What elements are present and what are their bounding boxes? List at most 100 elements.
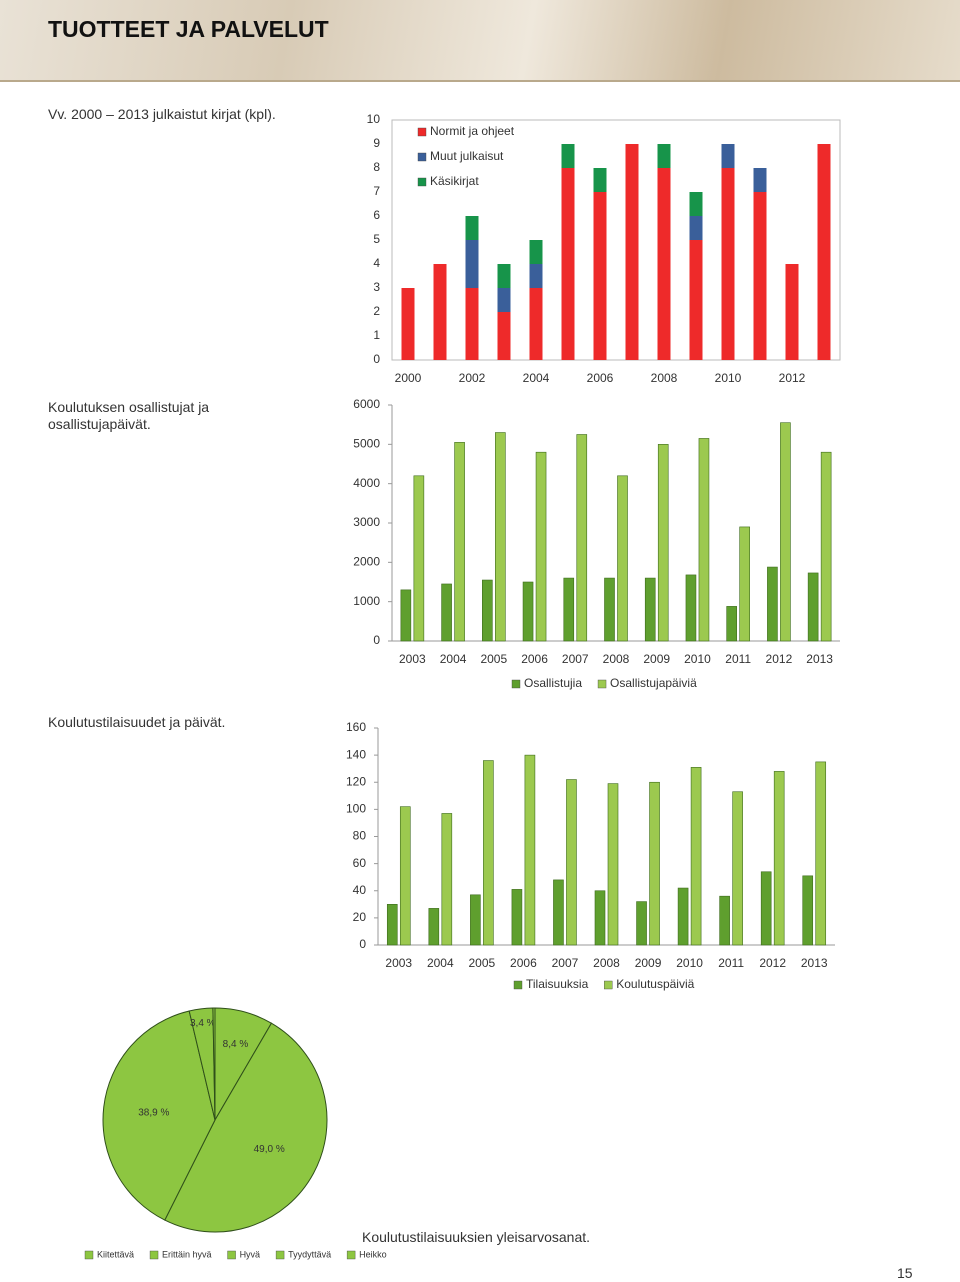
header-title: TUOTTEET JA PALVELUT [48,16,329,42]
bar [617,475,628,642]
x-tick-label: 2009 [635,956,662,970]
bar [636,901,647,946]
legend-swatch [417,152,427,162]
bar [677,887,689,946]
bar-segment [433,264,447,360]
bar [482,579,493,642]
legend-label: Erittäin hyvä [162,1249,212,1259]
y-tick-label: 40 [353,883,367,897]
bar [649,781,660,946]
y-tick-label: 160 [346,720,366,734]
y-tick-label: 2000 [353,555,380,569]
bar-segment [465,216,479,240]
y-tick-label: 0 [359,937,366,951]
bar-segment [497,312,511,360]
y-tick-label: 120 [346,774,366,788]
bar [386,904,398,946]
legend-label: Käsikirjat [430,174,479,188]
x-tick-label: 2010 [684,652,711,666]
data-label: 49,0 % [254,1144,285,1155]
bar [644,577,656,642]
legend-swatch [417,177,427,187]
y-tick-label: 2 [373,304,380,318]
legend-swatch [84,1250,94,1260]
bar-segment [753,192,767,360]
x-tick-label: 2012 [766,652,793,666]
bar [690,767,702,946]
bar [454,442,465,642]
bar-segment [689,216,703,240]
x-tick-label: 2005 [469,956,496,970]
bar-segment [465,240,479,288]
x-tick-label: 2005 [480,652,507,666]
bar-segment [785,264,799,360]
legend-swatch [511,679,521,689]
y-tick-label: 0 [373,352,380,366]
bar [732,791,743,946]
bar [470,894,481,946]
x-tick-label: 2003 [399,652,426,666]
x-tick-label: 2007 [562,652,589,666]
page-number: 15 [897,1265,913,1281]
legend-label: Muut julkaisut [430,149,504,163]
legend-label: Koulutuspäiviä [616,977,694,991]
bar-segment [529,240,543,264]
caption: Koulutuksen osallistujat ja osallistujap… [48,399,210,432]
bar-segment [497,264,511,288]
bar [780,422,791,642]
header: TUOTTEET JA PALVELUT [0,0,960,82]
legend-label: Kiitettävä [97,1249,134,1259]
legend-label: Hyvä [240,1249,261,1259]
x-tick-label: 2004 [523,371,550,385]
x-tick-label: 2008 [651,371,678,385]
bar-segment [561,144,575,168]
legend-swatch [604,980,613,990]
bar [483,760,494,946]
x-tick-label: 2011 [725,652,751,666]
legend-swatch [513,980,523,990]
bar [524,754,536,946]
bar-segment [593,192,607,360]
bar [719,895,730,946]
y-tick-label: 1 [373,328,380,342]
y-tick-label: 8 [373,160,380,174]
y-tick-label: 10 [367,112,381,126]
plot-frame [391,119,841,361]
legend-swatch [417,127,427,137]
bar-segment [721,168,735,360]
bar [607,783,619,946]
bar [511,889,523,946]
legend-label: Normit ja ohjeet [430,124,515,138]
x-tick-label: 2006 [510,956,537,970]
caption: Koulutustilaisuudet ja päivät. [48,714,226,730]
y-tick-label: 4 [373,256,380,270]
x-tick-label: 2000 [395,371,422,385]
bar [657,444,669,642]
legend-label: Osallistujapäiviä [610,676,697,690]
y-tick-label: 1000 [353,594,380,608]
y-tick-label: 0 [373,633,380,647]
bar-segment [529,288,543,360]
legend-swatch [149,1250,159,1260]
bar [428,908,440,946]
y-tick-label: 60 [353,856,367,870]
x-tick-label: 2007 [552,956,579,970]
bar [594,890,606,946]
data-label: 3,4 % [190,1018,216,1029]
bar [576,434,588,642]
y-tick-label: 7 [373,184,380,198]
legend-swatch [597,679,607,689]
bar-segment [401,288,415,360]
bar [399,806,411,946]
bar-segment [529,264,543,288]
pie-slice [164,1022,328,1233]
y-tick-label: 3 [373,280,380,294]
x-tick-label: 2006 [521,652,548,666]
bar-segment [593,168,607,192]
legend-swatch [227,1250,236,1260]
x-tick-label: 2010 [676,956,703,970]
y-tick-label: 4000 [353,476,380,490]
y-tick-label: 9 [373,136,380,150]
x-tick-label: 2013 [806,652,833,666]
